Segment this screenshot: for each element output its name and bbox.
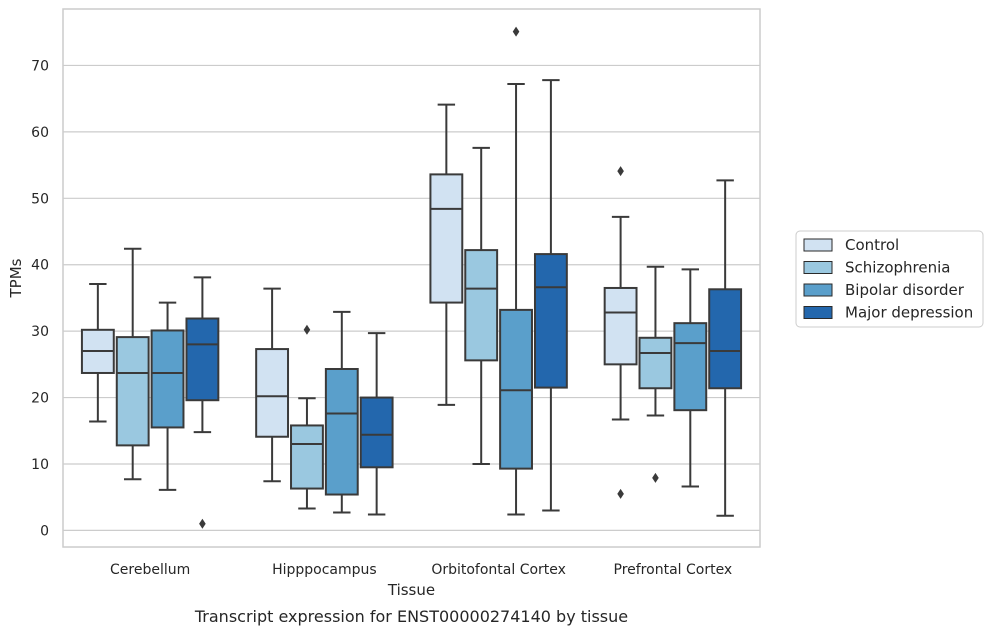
box — [708, 288, 743, 390]
outlier-point — [512, 26, 520, 37]
y-tick-label: 60 — [31, 125, 49, 141]
legend-swatch — [803, 306, 833, 319]
box-group — [533, 79, 568, 512]
y-tick-label: 50 — [31, 191, 49, 207]
box-group — [638, 265, 673, 483]
y-tick-label: 20 — [31, 391, 49, 407]
box-group — [603, 166, 638, 499]
box — [638, 336, 673, 390]
y-tick-label: 40 — [31, 258, 49, 274]
y-axis-ticks: 0 10 20 30 40 50 60 70 — [31, 58, 49, 539]
box-group — [185, 276, 220, 529]
box — [255, 348, 290, 438]
outlier-point — [199, 518, 206, 529]
box-group — [255, 287, 290, 483]
box — [185, 317, 220, 402]
x-axis-label: Tissue — [387, 581, 435, 599]
y-axis-label: TPMs — [7, 258, 25, 298]
box-group — [464, 146, 499, 465]
y-tick-label: 30 — [31, 324, 49, 340]
outlier-point — [652, 472, 659, 483]
box-group — [708, 179, 743, 517]
y-tick-label: 70 — [31, 58, 49, 74]
y-tick-label: 0 — [40, 523, 49, 539]
outlier-point — [617, 488, 624, 499]
box-group — [429, 103, 464, 406]
box-group — [290, 324, 324, 510]
box — [150, 329, 185, 429]
legend-swatch — [803, 283, 833, 297]
box-group — [150, 301, 185, 491]
box-group — [115, 247, 150, 481]
outlier-point — [617, 166, 624, 177]
legend-swatch — [803, 238, 833, 252]
plot-frame — [62, 8, 761, 548]
box-group — [673, 268, 708, 488]
box — [324, 367, 359, 496]
x-tick-label: Orbitofontal Cortex — [431, 562, 566, 578]
legend-label: Control — [845, 236, 899, 254]
legend-label: Major depression — [845, 304, 973, 322]
box — [290, 424, 324, 490]
legend-swatch — [803, 261, 833, 274]
x-tick-label: Prefrontal Cortex — [614, 562, 733, 578]
box — [359, 396, 394, 469]
legend-frame — [795, 230, 984, 328]
box-group — [80, 282, 115, 423]
chart-caption: Transcript expression for ENST0000027414… — [194, 607, 628, 626]
x-tick-label: Cerebellum — [110, 562, 190, 578]
x-tick-label: Hipppocampus — [272, 562, 377, 578]
legend-label: Schizophrenia — [845, 259, 950, 277]
box — [464, 249, 499, 362]
box-group — [359, 332, 394, 516]
box-group — [499, 26, 533, 516]
box — [533, 253, 568, 389]
x-axis-ticks: Cerebellum Hipppocampus Orbitofontal Corte… — [110, 562, 732, 578]
legend-label: Bipolar disorder — [845, 281, 965, 299]
box-group — [324, 310, 359, 514]
y-tick-label: 10 — [31, 457, 49, 473]
box — [673, 322, 708, 412]
plot-area — [80, 26, 743, 529]
box — [603, 286, 638, 366]
box — [429, 173, 464, 304]
outlier-point — [303, 324, 311, 335]
box — [115, 336, 150, 447]
legend: Control Schizophrenia Bipolar disorder Majo… — [795, 230, 984, 328]
